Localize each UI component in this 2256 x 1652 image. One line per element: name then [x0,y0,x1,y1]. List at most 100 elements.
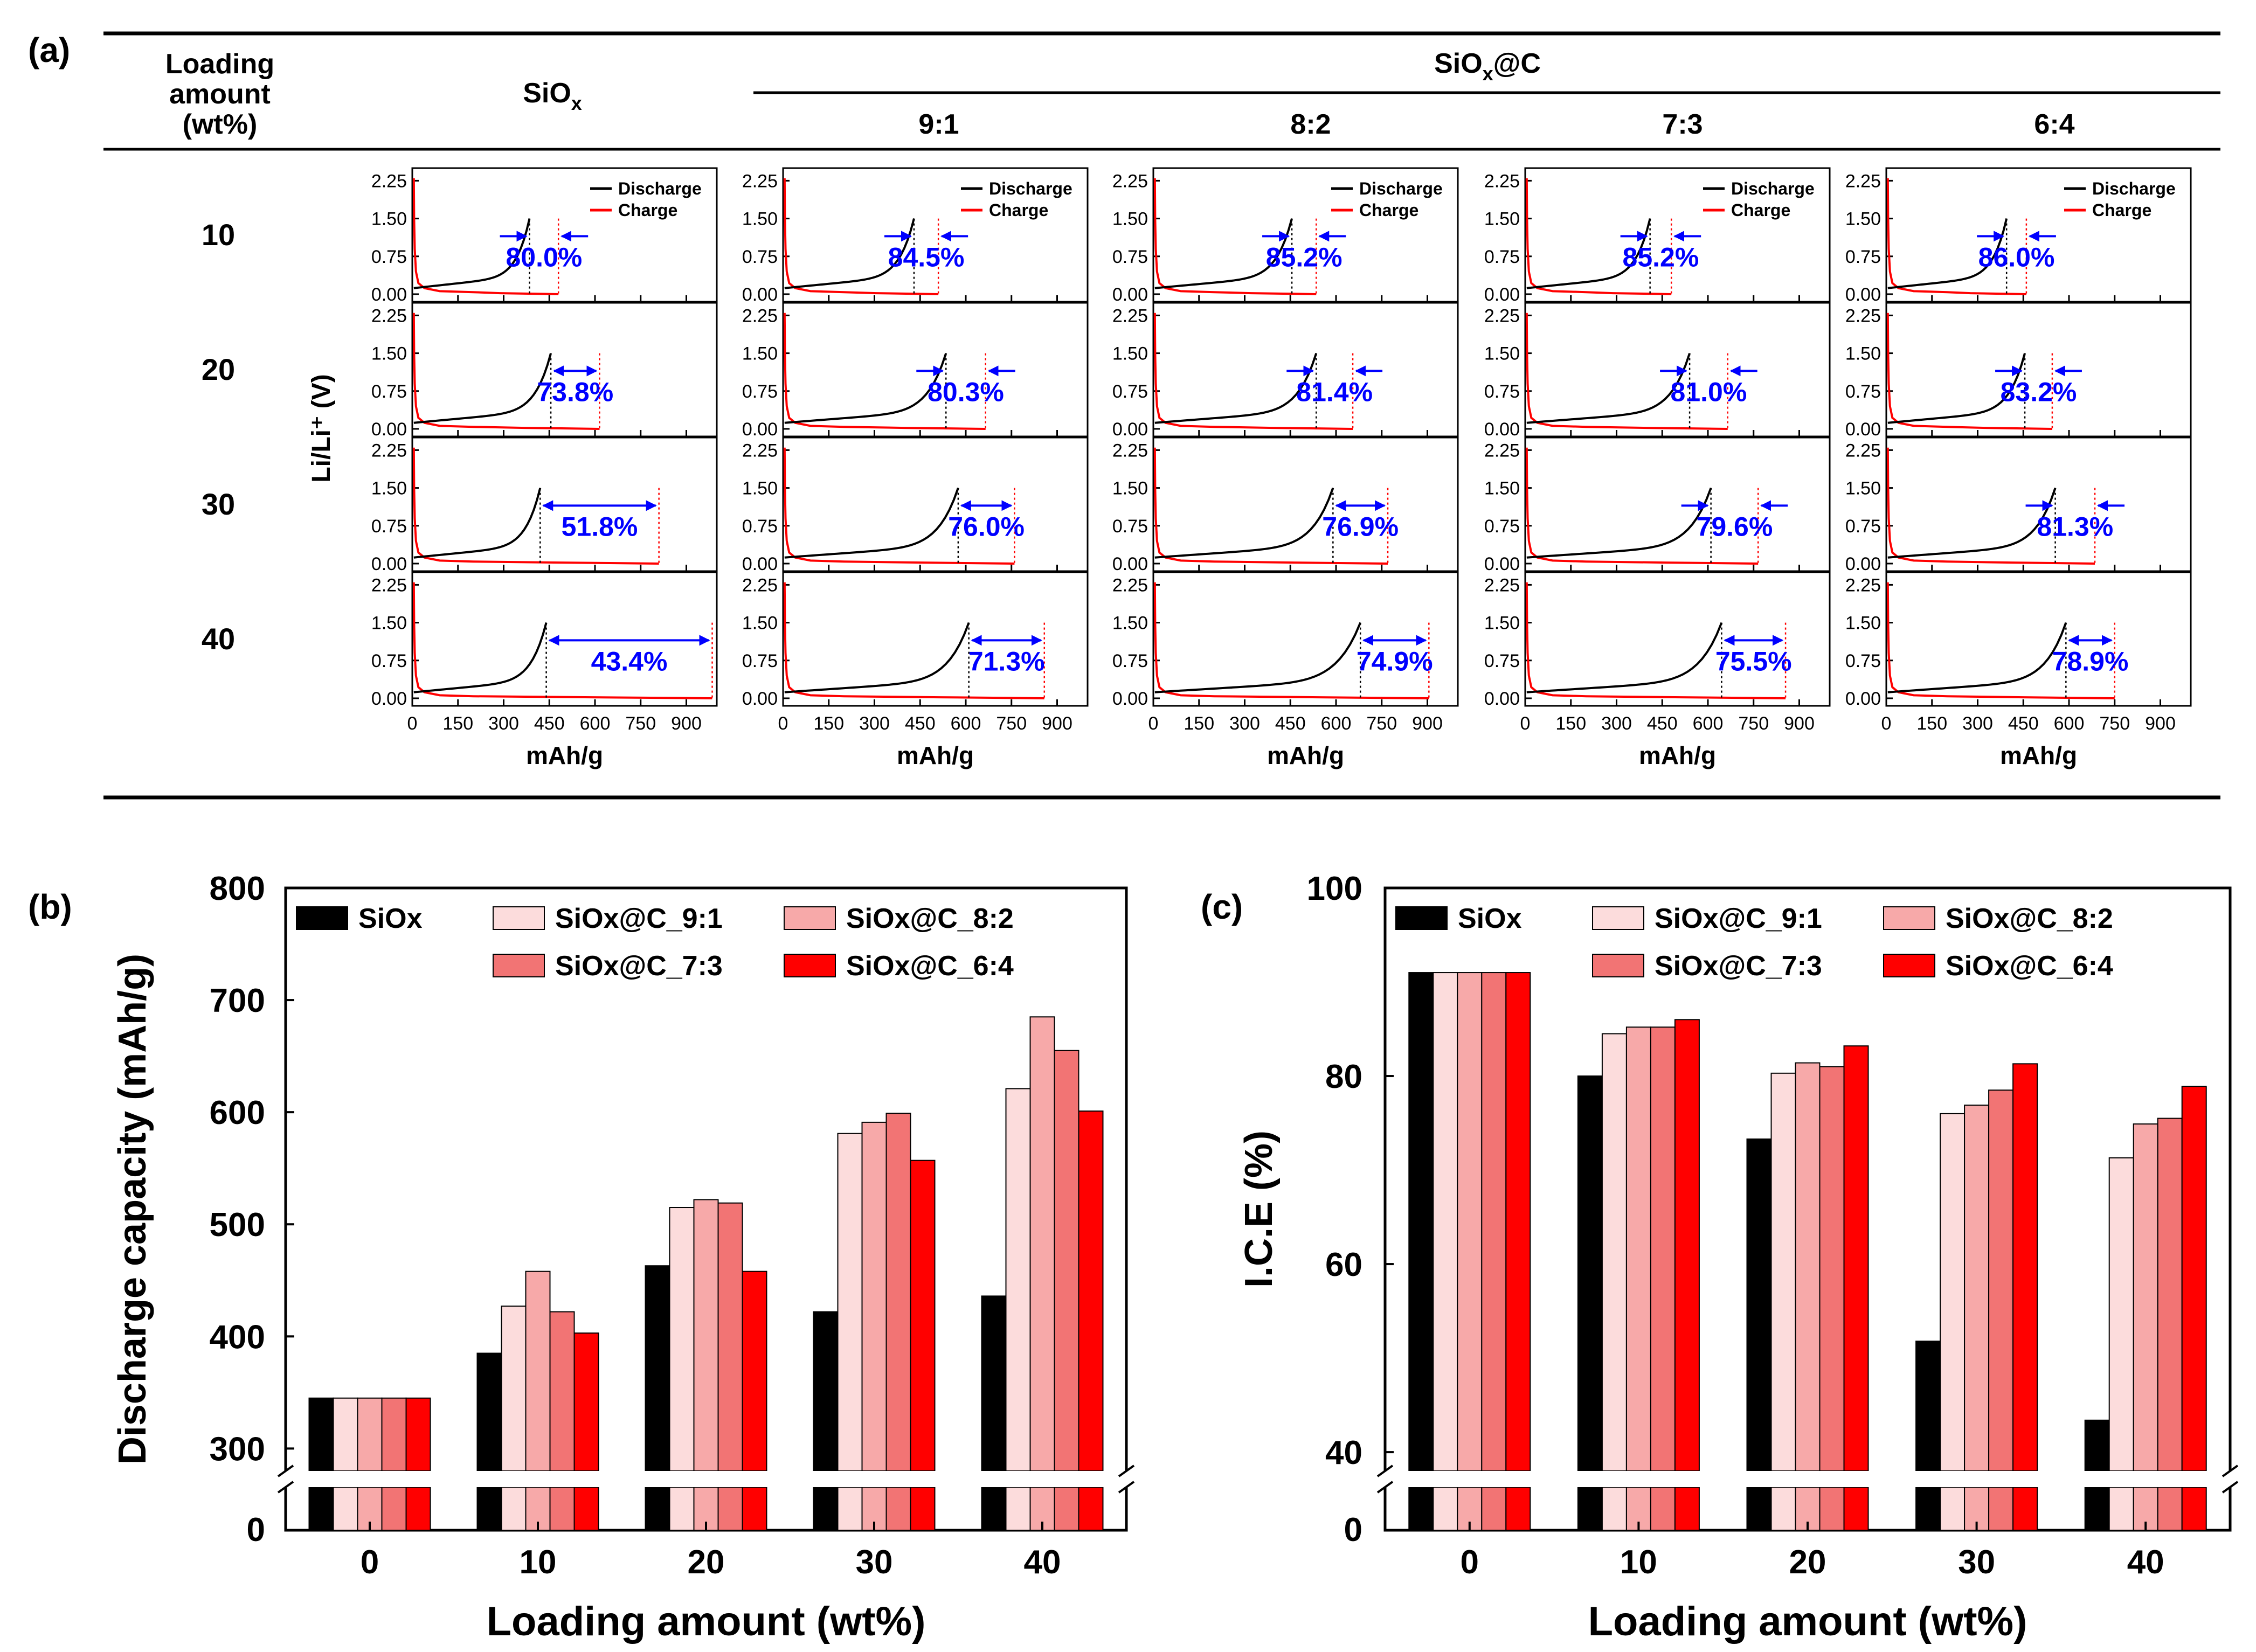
charge-curve [1886,447,2095,565]
ice-label: 71.3% [968,646,1045,676]
axis-break-band [280,1471,1132,1487]
bar-base-SiOx@C_6:4-40 [2181,1487,2207,1531]
voltage-subplot-1-2: 0.00 0.75 1.50 2.25 81.4% [1112,302,1459,440]
bar-SiOx@C_9:1-10 [1601,1033,1627,1471]
discharge-curve [784,487,959,559]
x-tick-label: 900 [1784,713,1815,734]
voltage-subplot-2-0: 0.00 0.75 1.50 2.25 51.8% [371,436,718,574]
bar-base-SiOx@C_7:3-10 [549,1487,575,1531]
y-tick-label: 40 [1325,1434,1362,1471]
legend-charge-label: Charge [618,200,677,220]
x-tick-label: 40 [2127,1544,2164,1581]
y-tick-label: 2.25 [371,440,407,461]
discharge-curve [1154,487,1334,559]
x-axis-label: mAh/g [2000,741,2077,769]
y-tick-label: 0.75 [1484,247,1520,267]
bar-base-SiOx@C_6:4-20 [742,1487,767,1531]
subplot-frame [1885,571,2192,707]
siox-column-header: SiOx [523,78,582,114]
x-tick-label: 300 [488,713,519,734]
charge-curve [412,582,712,699]
y-tick-label: 2.25 [1484,171,1520,191]
bar-SiOx@C_6:4-30 [910,1160,936,1471]
loading-label-30: 30 [202,487,235,521]
charge-curve [1525,313,1728,430]
loading-label-40: 40 [202,622,235,656]
bar-SiOx@C_6:4-0 [405,1397,431,1471]
legend-label-2: SiOx@C_8:2 [1946,903,2113,934]
voltage-subplot-2-4: 0.00 0.75 1.50 2.25 81.3% [1845,436,2192,574]
y-tick-label: 100 [1307,870,1362,907]
legend-discharge-label: Discharge [1731,179,1815,198]
bar-base-SiOx@C_6:4-10 [573,1487,599,1531]
x-tick-label: 0 [361,1544,379,1581]
legend-label-2: SiOx@C_8:2 [846,903,1014,934]
legend-label-1: SiOx@C_9:1 [1655,903,1822,934]
bar-SiOx@C_7:3-30 [1988,1089,2014,1472]
discharge-curve [413,353,552,424]
y-tick-label: 0.00 [1112,419,1148,440]
y-tick-label: 700 [210,982,265,1019]
y-tick-label: 0.00 [742,554,778,574]
subplot-frame [411,167,718,303]
row-header-line-2: amount [169,79,271,110]
y-tick-label: 0.00 [371,284,407,305]
ice-label: 73.8% [537,377,613,407]
bar-SiOx@C_9:1-0 [1433,972,1458,1472]
grid-y-axis-label: Li/Li⁺ (V) [307,374,336,482]
subplot-frame [1152,571,1459,707]
legend-swatch-1 [493,906,545,930]
bar-SiOx@C_8:2-20 [693,1199,719,1471]
x-tick-label: 450 [534,713,565,734]
bar-SiOx@C_8:2-40 [2133,1123,2158,1471]
y-tick-label: 0.00 [742,284,778,305]
axis-break-mark [1376,1464,1394,1477]
ice-label: 43.4% [591,646,668,676]
charge-curve [1153,447,1388,565]
bar-SiOx@C_6:4-0 [1505,972,1531,1472]
x-axis-label: Loading amount (wt%) [1588,1599,2027,1644]
x-tick-label: 900 [1412,713,1443,734]
ice-label: 81.0% [1671,377,1747,407]
bar-base-SiOx-0 [308,1487,334,1531]
x-tick-label: 20 [1789,1544,1826,1581]
x-tick-label: 150 [1916,713,1947,734]
legend-charge-label: Charge [1731,200,1790,220]
subplot-frame [1152,302,1459,438]
ice-label: 80.0% [506,242,582,272]
legend-charge-label: Charge [2092,200,2151,220]
bar-base-SiOx@C_9:1-10 [501,1487,527,1531]
x-tick-label: 750 [2099,713,2130,734]
ice-label: 84.5% [888,242,965,272]
bar-base-SiOx@C_9:1-30 [1940,1487,1966,1531]
x-tick-label: 20 [688,1544,725,1581]
x-tick-label: 40 [1024,1544,1061,1581]
subplot-frame [1885,302,2192,438]
x-tick-label: 750 [996,713,1027,734]
x-tick-label: 30 [1958,1544,1995,1581]
ice-label: 80.3% [928,377,1004,407]
x-tick-label: 300 [1601,713,1632,734]
y-tick-label: 0.00 [1845,284,1881,305]
bar-SiOx@C_8:2-0 [1457,972,1483,1472]
bar-SiOx@C_8:2-0 [357,1397,383,1471]
x-tick-label: 300 [1229,713,1260,734]
y-axis-label: Discharge capacity (mAh/g) [111,954,154,1464]
bar-SiOx@C_8:2-30 [1964,1105,1990,1472]
x-tick-label: 450 [1275,713,1306,734]
charge-curve [1886,313,2052,430]
bar-base-SiOx@C_9:1-0 [1433,1487,1458,1531]
ice-label: 78.9% [2052,646,2129,676]
ice-label: 83.2% [2001,377,2077,407]
loading-label-10: 10 [202,218,235,252]
charge-curve [412,447,659,565]
y-tick-label: 2.25 [371,575,407,595]
y-tick-label: 1.50 [1484,209,1520,230]
x-tick-label: 10 [1620,1544,1657,1581]
discharge-curve [1526,218,1651,289]
axis-break-mark [277,1464,294,1477]
bar-SiOx@C_6:4-10 [1674,1019,1700,1472]
bar-base-SiOx@C_8:2-0 [357,1487,383,1531]
y-tick-label: 0.75 [371,381,407,402]
y-tick-label: 1.50 [1484,344,1520,364]
